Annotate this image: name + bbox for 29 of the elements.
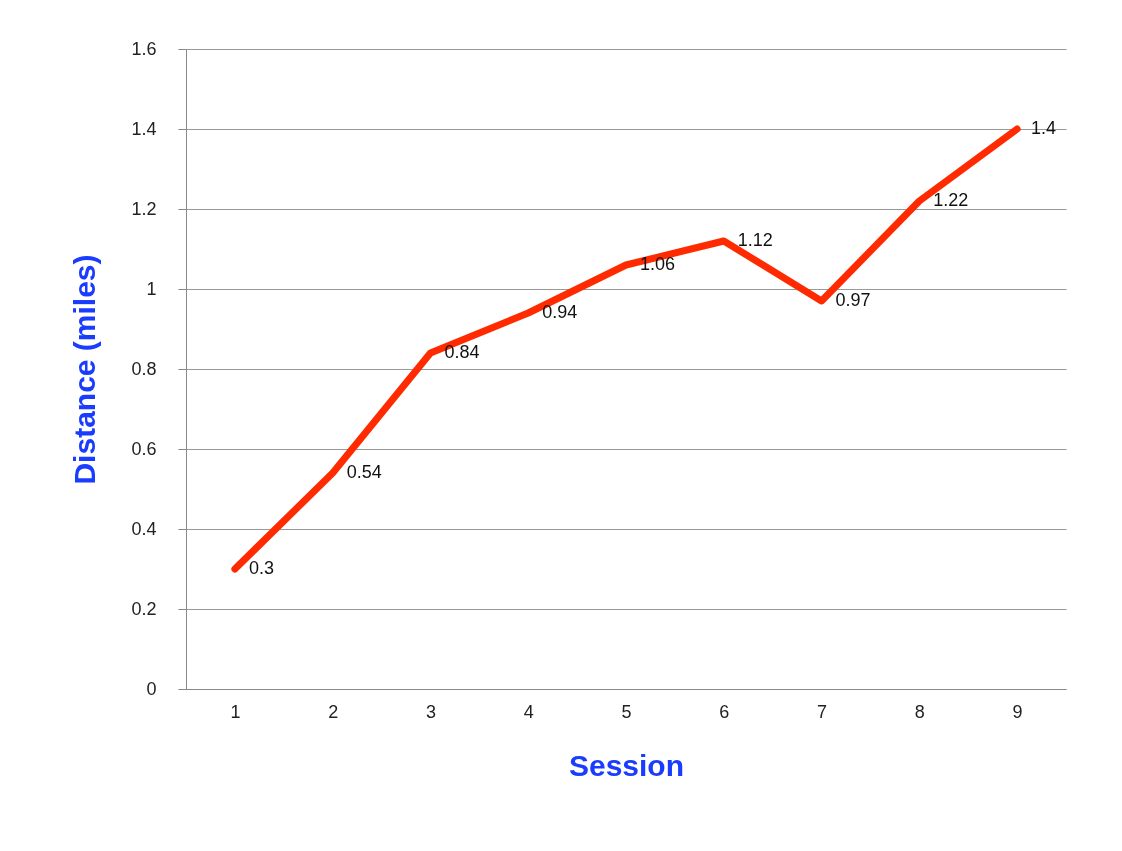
y-axis-title: Distance (miles) bbox=[68, 254, 102, 485]
x-tick-label: 6 bbox=[719, 701, 730, 722]
x-tick-label: 8 bbox=[914, 701, 925, 722]
y-tick-label: 1 bbox=[146, 278, 157, 299]
data-label: 0.97 bbox=[835, 290, 871, 310]
x-tick-label: 7 bbox=[817, 701, 828, 722]
x-axis-title: Session bbox=[568, 748, 685, 782]
data-label: 1.4 bbox=[1031, 118, 1057, 138]
data-label: 0.94 bbox=[542, 302, 578, 322]
y-tick-label: 1.2 bbox=[131, 198, 157, 219]
data-label: 0.3 bbox=[248, 558, 274, 578]
data-label: 0.84 bbox=[444, 342, 480, 362]
x-tick-label: 4 bbox=[523, 701, 534, 722]
y-tick-label: 0 bbox=[146, 678, 157, 699]
x-tick-label: 5 bbox=[621, 701, 632, 722]
x-tick-label: 3 bbox=[425, 701, 436, 722]
y-tick-label: 0.8 bbox=[131, 358, 157, 379]
x-tick-label: 2 bbox=[328, 701, 339, 722]
x-tick-label: 1 bbox=[230, 701, 241, 722]
y-tick-label: 0.2 bbox=[131, 598, 157, 619]
data-label: 1.06 bbox=[640, 254, 676, 274]
data-label: 1.22 bbox=[933, 190, 969, 210]
data-label: 0.54 bbox=[346, 462, 382, 482]
y-tick-label: 1.4 bbox=[131, 118, 157, 139]
x-tick-label: 9 bbox=[1012, 701, 1023, 722]
y-tick-label: 0.6 bbox=[131, 438, 157, 459]
y-tick-label: 1.6 bbox=[131, 38, 157, 59]
y-tick-label: 0.4 bbox=[131, 518, 157, 539]
data-label: 1.12 bbox=[737, 230, 773, 250]
